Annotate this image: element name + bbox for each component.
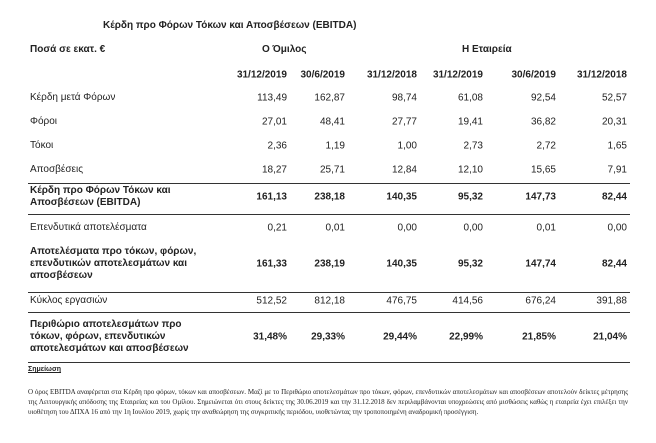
- rule: [28, 362, 630, 363]
- cell: 512,52: [256, 295, 287, 307]
- cell: 140,35: [386, 191, 417, 203]
- cell: 147,73: [525, 191, 556, 203]
- rule: [28, 214, 630, 215]
- date: 31/12/2019: [432, 69, 483, 81]
- title: Κέρδη προ Φόρων Τόκων και Αποσβέσεων (EB…: [103, 20, 357, 31]
- row-label: Κέρδη προ Φόρων Τόκων και Αποσβέσεων (EB…: [30, 185, 171, 208]
- cell: 20,31: [601, 116, 627, 128]
- note-title: Σημείωση: [28, 366, 62, 373]
- row-label: Κύκλος εργασιών: [30, 295, 108, 306]
- cell: 48,41: [319, 116, 345, 128]
- header-label: Ποσά σε εκατ. €: [30, 44, 106, 55]
- cell: 0,21: [267, 222, 287, 234]
- cell: 22,99%: [449, 331, 483, 343]
- cell: 15,65: [530, 164, 556, 176]
- cell: 414,56: [452, 295, 483, 307]
- cell: 161,33: [256, 258, 287, 270]
- row-label: Περιθώριο αποτελεσμάτων προ τόκων, φόρων…: [30, 319, 189, 354]
- date: 31/12/2018: [576, 69, 627, 81]
- cell: 162,87: [314, 92, 345, 104]
- date: 31/12/2019: [236, 69, 287, 81]
- cell: 95,32: [457, 191, 483, 203]
- cell: 676,24: [525, 295, 556, 307]
- cell: 31,48%: [253, 331, 287, 343]
- date: 30/6/2019: [511, 69, 557, 81]
- cell: 29,44%: [383, 331, 417, 343]
- cell: 1,19: [325, 140, 345, 152]
- cell: 21,04%: [593, 331, 627, 343]
- cell: 98,74: [391, 92, 417, 104]
- cell: 25,71: [319, 164, 345, 176]
- cell: 0,00: [463, 222, 483, 234]
- date: 30/6/2019: [300, 69, 346, 81]
- cell: 1,00: [397, 140, 417, 152]
- cell: 82,44: [601, 258, 627, 270]
- cell: 19,41: [457, 116, 483, 128]
- rule: [28, 183, 630, 184]
- row-label: Επενδυτικά αποτελέσματα: [30, 222, 147, 233]
- cell: 18,27: [261, 164, 287, 176]
- cell: 92,54: [530, 92, 556, 104]
- cell: 0,01: [536, 222, 556, 234]
- cell: 27,01: [261, 116, 287, 128]
- cell: 140,35: [386, 258, 417, 270]
- cell: 95,32: [457, 258, 483, 270]
- cell: 7,91: [607, 164, 627, 176]
- cell: 29,33%: [311, 331, 345, 343]
- cell: 2,73: [463, 140, 483, 152]
- cell: 2,36: [267, 140, 287, 152]
- cell: 21,85%: [522, 331, 556, 343]
- cell: 12,10: [457, 164, 483, 176]
- row-label: Φόροι: [30, 116, 58, 127]
- cell: 61,08: [457, 92, 483, 104]
- cell: 0,00: [607, 222, 627, 234]
- group-header: Ο Όμιλος: [262, 44, 307, 55]
- row-label: Αποσβέσεις: [30, 164, 84, 175]
- cell: 147,74: [525, 258, 556, 270]
- rule: [28, 292, 630, 293]
- cell: 82,44: [601, 191, 627, 203]
- row-label: Τόκοι: [30, 140, 54, 151]
- rule: [28, 312, 630, 313]
- cell: 238,19: [314, 258, 345, 270]
- cell: 812,18: [314, 295, 345, 307]
- date: 31/12/2018: [366, 69, 417, 81]
- cell: 12,84: [391, 164, 417, 176]
- cell: 1,65: [607, 140, 627, 152]
- row-label: Κέρδη μετά Φόρων: [30, 92, 116, 103]
- cell: 476,75: [386, 295, 417, 307]
- cell: 0,01: [325, 222, 345, 234]
- cell: 113,49: [257, 92, 287, 104]
- row-label: Αποτελέσματα προ τόκων, φόρων, επενδυτικ…: [30, 246, 197, 281]
- cell: 2,72: [536, 140, 556, 152]
- cell: 36,82: [530, 116, 556, 128]
- cell: 391,88: [596, 295, 627, 307]
- cell: 52,57: [601, 92, 627, 104]
- cell: 0,00: [397, 222, 417, 234]
- note-text: Ο όρος EBITDA αναφέρεται στα Κέρδη προ φ…: [28, 388, 628, 416]
- company-header: Η Εταιρεία: [462, 44, 512, 55]
- cell: 27,77: [391, 116, 417, 128]
- cell: 161,13: [256, 191, 287, 203]
- cell: 238,18: [314, 191, 345, 203]
